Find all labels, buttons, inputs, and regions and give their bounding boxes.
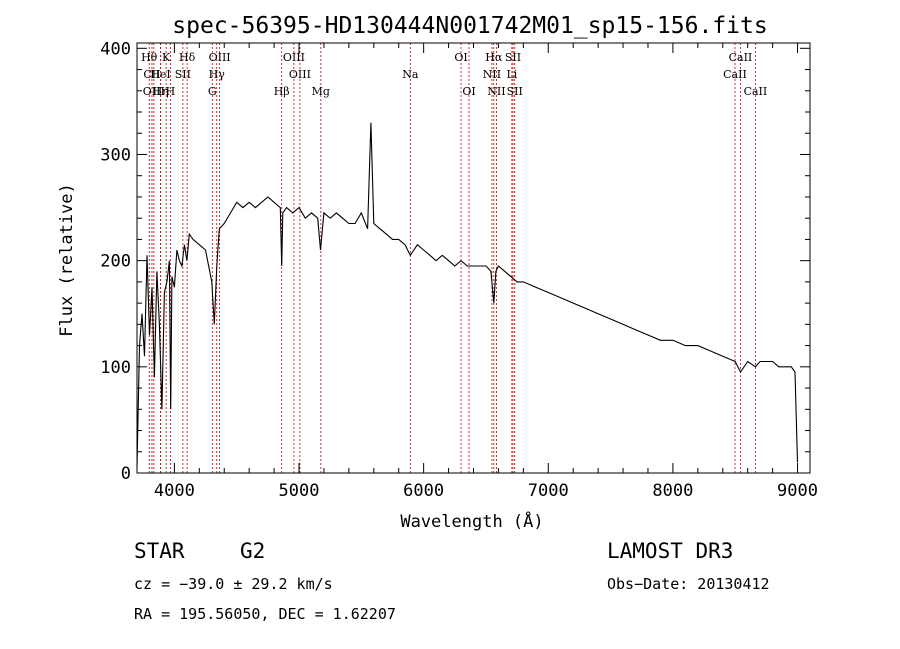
spectral-line-label: SII xyxy=(505,51,521,64)
spectral-line-label: Hγ xyxy=(209,68,226,81)
spectral-line-label: H xyxy=(166,85,176,98)
observation-date: Obs−Date: 20130412 xyxy=(607,575,770,593)
spectral-line-label: OIII xyxy=(283,51,305,64)
spectrum-series xyxy=(136,122,799,468)
chart-title: spec-56395-HD130444N001742M01_sp15-156.f… xyxy=(172,13,767,39)
y-axis-label: Flux (relative) xyxy=(57,183,77,337)
redshift-value: cz = −39.0 ± 29.2 km/s xyxy=(134,575,333,593)
spectral-line-label: OI xyxy=(462,85,475,98)
spectrum-line xyxy=(136,122,799,468)
spectral-line-markers xyxy=(148,43,756,473)
x-tick-label: 4000 xyxy=(154,481,195,501)
spectral-line-label: OI xyxy=(454,51,467,64)
spectral-line-label: CII xyxy=(143,68,160,81)
spectral-line-label: Hδ xyxy=(179,51,196,64)
y-tick-label: 400 xyxy=(100,39,131,59)
spectral-line-label: G xyxy=(208,85,217,98)
spectral-line-label: Na xyxy=(402,68,419,81)
x-tick-label: 9000 xyxy=(777,481,818,501)
spectral-line-label: Mg xyxy=(312,85,330,98)
object-class: STAR xyxy=(134,539,185,563)
survey-name: LAMOST DR3 xyxy=(607,539,733,563)
spectral-line-label: CaII xyxy=(744,85,768,98)
spectral-line-label: Li xyxy=(506,68,517,81)
y-axis-ticks: 0 100 200 300 400 xyxy=(100,39,810,484)
spectral-line-label: K xyxy=(162,51,171,64)
y-tick-label: 300 xyxy=(100,145,131,165)
plot-frame xyxy=(136,42,811,474)
spectral-line-label: OIII xyxy=(289,68,311,81)
spectral-line-label: Hα xyxy=(485,51,503,64)
x-tick-label: 6000 xyxy=(403,481,444,501)
x-axis-ticks: 4000 5000 6000 7000 8000 9000 xyxy=(154,43,818,501)
spectral-line-label: Hβ xyxy=(274,85,290,98)
spectral-line-label: Hη xyxy=(153,85,169,98)
spectral-line-label: SII xyxy=(175,68,191,81)
y-tick-label: 100 xyxy=(100,358,131,378)
spectral-line-label: CaII xyxy=(729,51,753,64)
coordinates: RA = 195.56050, DEC = 1.62207 xyxy=(134,605,396,623)
x-tick-label: 8000 xyxy=(652,481,693,501)
x-tick-label: 5000 xyxy=(279,481,320,501)
x-tick-label: 7000 xyxy=(528,481,569,501)
object-subclass: G2 xyxy=(240,539,265,563)
spectral-line-label: SII xyxy=(507,85,523,98)
spectral-line-label: CaII xyxy=(723,68,747,81)
y-tick-label: 200 xyxy=(100,252,131,272)
spectral-line-label: OIII xyxy=(209,51,231,64)
spectral-line-label: Hθ xyxy=(141,51,158,64)
spectral-line-label: NII xyxy=(483,68,501,81)
spectral-line-label: OIII xyxy=(143,85,165,98)
y-tick-label: 0 xyxy=(121,464,131,484)
spectral-line-label: NII xyxy=(487,85,505,98)
spectral-line-label: HeI xyxy=(150,68,170,81)
x-axis-label: Wavelength (Å) xyxy=(400,510,543,532)
